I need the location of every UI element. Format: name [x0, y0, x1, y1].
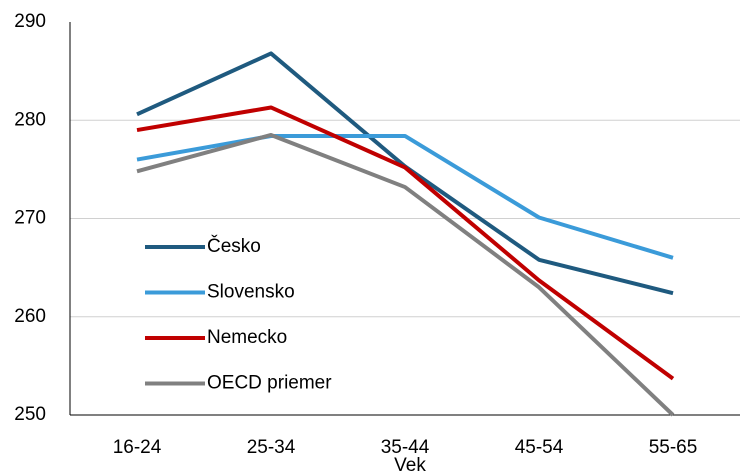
legend-label: Nemecko: [207, 327, 287, 348]
y-tick-label: 260: [14, 306, 46, 327]
x-tick-label: 35-44: [381, 437, 430, 458]
series-line: [136, 105, 675, 381]
x-axis-label: Vek: [394, 455, 426, 475]
legend-label: OECD priemer: [207, 373, 332, 394]
series-line: [136, 51, 674, 296]
x-tick-label: 55-65: [649, 437, 698, 458]
y-tick-label: 270: [14, 208, 46, 229]
x-tick-label: 25-34: [247, 437, 296, 458]
y-tick-label: 250: [14, 404, 46, 425]
series-line: [136, 132, 675, 417]
legend-label: Česko: [207, 235, 261, 257]
y-tick-label: 290: [14, 11, 46, 32]
x-tick-label: 45-54: [515, 437, 564, 458]
y-tick-label: 280: [14, 109, 46, 130]
series-line: [136, 133, 674, 260]
x-tick-label: 16-24: [113, 437, 162, 458]
legend-label: Slovensko: [207, 282, 295, 303]
